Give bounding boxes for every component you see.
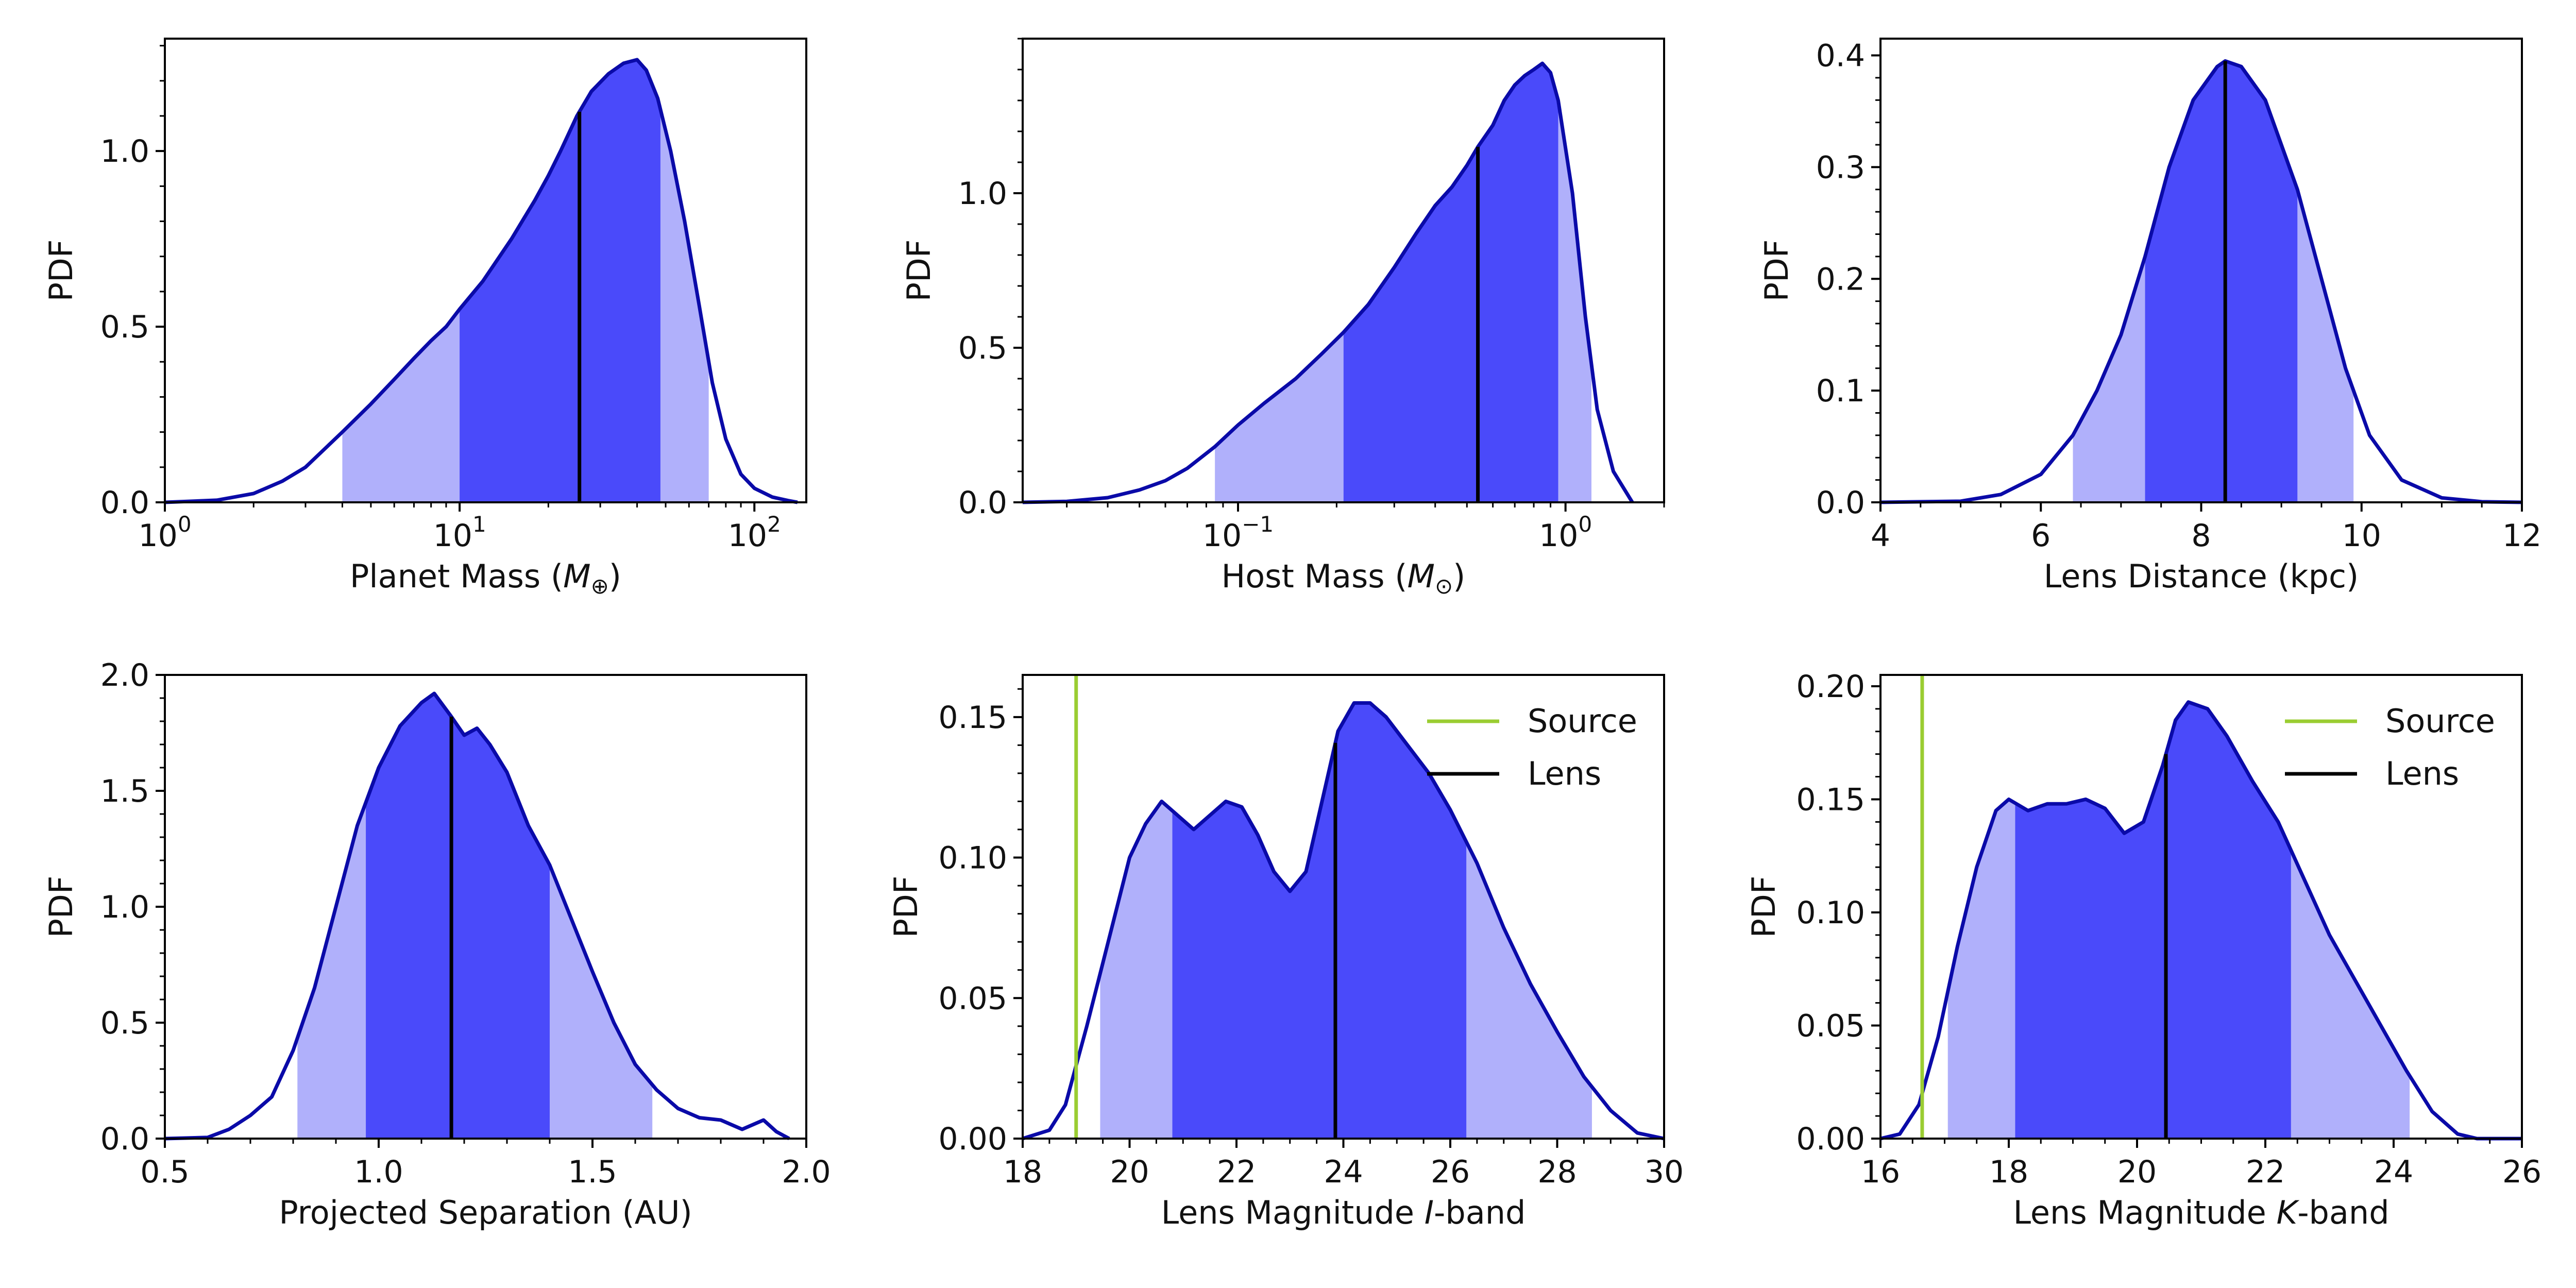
- x-tick-label: 4: [1871, 518, 1890, 554]
- x-axis-label: Projected Separation (AU): [279, 1194, 692, 1231]
- y-tick-label: 0.0: [100, 485, 149, 521]
- inner-interval-band: [1343, 63, 1558, 502]
- inner-interval-band: [2145, 61, 2298, 503]
- y-tick-label: 1.0: [958, 176, 1007, 212]
- y-tick-label: 0.00: [938, 1121, 1007, 1157]
- y-tick-label: 1.0: [100, 889, 149, 925]
- y-tick-label: 0.5: [958, 330, 1007, 366]
- x-tick-label: 0.5: [140, 1154, 189, 1190]
- y-tick-label: 0.5: [100, 1005, 149, 1041]
- x-tick-label: 18: [1003, 1154, 1042, 1190]
- y-tick-label: 0.10: [1796, 895, 1865, 931]
- chart-planet-mass: 0.0 0.5 1.0 100 101 102 Planet Mass (M⊕) PDF: [42, 38, 807, 599]
- x-tick-label: 100: [1539, 512, 1592, 554]
- y-tick-label: 0.1: [1816, 373, 1865, 409]
- x-tick-label: 20: [2117, 1154, 2157, 1190]
- pdf-curve: [1022, 61, 1634, 504]
- legend-label-lens: Lens: [2385, 755, 2459, 792]
- y-tick-label: 0.3: [1816, 149, 1865, 185]
- y-tick-label: 0.2: [1816, 261, 1865, 297]
- x-axis-label: Lens Magnitude K-band: [2013, 1194, 2389, 1231]
- pdf-curve: [164, 58, 798, 504]
- y-tick-label: 0.00: [1796, 1121, 1865, 1157]
- legend-label-source: Source: [1528, 702, 1637, 740]
- chart-lens-mag-k: 0.00 0.05 0.10 0.15 0.20 16 18 20 22 24 26 Lens Mag…: [1745, 669, 2541, 1231]
- inner-interval-band: [366, 693, 550, 1139]
- plot-frame: [164, 38, 807, 503]
- inner-interval-band: [2015, 702, 2291, 1139]
- y-axis-label: PDF: [42, 876, 80, 938]
- y-tick-label: 0.10: [938, 840, 1007, 876]
- y-tick-label: 2.0: [100, 657, 149, 693]
- y-tick-label: 0.05: [938, 980, 1007, 1016]
- x-tick-label: 1.5: [568, 1154, 617, 1190]
- x-tick-label: 18: [1989, 1154, 2028, 1190]
- y-axis-label: PDF: [900, 240, 938, 302]
- x-tick-label: 26: [1431, 1154, 1470, 1190]
- x-tick-label: 16: [1861, 1154, 1900, 1190]
- y-tick-label: 0.15: [1796, 782, 1865, 818]
- x-axis-label: Lens Magnitude I-band: [1161, 1194, 1526, 1231]
- x-tick-label: 8: [2191, 518, 2211, 554]
- x-tick-label: 22: [2246, 1154, 2285, 1190]
- x-tick-label: 24: [2374, 1154, 2413, 1190]
- x-tick-label: 10−1: [1202, 512, 1274, 554]
- y-tick-label: 0.4: [1816, 38, 1865, 74]
- y-tick-label: 1.0: [100, 133, 149, 170]
- y-tick-label: 0.0: [958, 485, 1007, 521]
- inner-interval-band: [460, 59, 660, 503]
- x-tick-label: 24: [1324, 1154, 1363, 1190]
- x-tick-label: 30: [1645, 1154, 1684, 1190]
- x-axis-label: Host Mass (M⊙): [1222, 557, 1466, 599]
- x-axis-label: Planet Mass (M⊕): [350, 557, 621, 599]
- x-tick-label: 6: [2031, 518, 2050, 554]
- y-tick-label: 0.20: [1796, 669, 1865, 705]
- pdf-curve: [1880, 700, 2522, 1141]
- pdf-curve: [1880, 59, 2522, 504]
- y-axis-label: PDF: [887, 876, 925, 938]
- pdf-curve: [164, 691, 790, 1141]
- y-tick-label: 0.0: [1816, 485, 1865, 521]
- inner-interval-band: [1172, 703, 1467, 1139]
- x-tick-label: 10: [2342, 518, 2381, 554]
- legend-label-source: Source: [2385, 702, 2495, 740]
- x-axis-label: Lens Distance (kpc): [2044, 557, 2359, 595]
- x-tick-label: 2.0: [782, 1154, 831, 1190]
- x-tick-label: 26: [2502, 1154, 2541, 1190]
- plot-frame: [1022, 38, 1665, 503]
- y-tick-label: 0.05: [1796, 1008, 1865, 1044]
- pdf-curve: [1022, 701, 1665, 1141]
- y-axis-label: PDF: [42, 240, 80, 302]
- x-tick-label: 22: [1217, 1154, 1256, 1190]
- x-tick-label: 101: [433, 512, 486, 554]
- chart-host-mass: 0.0 0.5 1.0 10−1 100 Host Mass (M⊙) PDF: [900, 38, 1665, 599]
- x-tick-label: 100: [138, 512, 191, 554]
- legend: Source Lens: [1427, 702, 1637, 792]
- x-tick-label: 12: [2502, 518, 2541, 554]
- x-tick-label: 28: [1537, 1154, 1577, 1190]
- x-tick-label: 20: [1110, 1154, 1149, 1190]
- legend-label-lens: Lens: [1528, 755, 1601, 792]
- y-tick-label: 0.15: [938, 700, 1007, 736]
- y-axis-label: PDF: [1758, 240, 1795, 302]
- y-axis-label: PDF: [1745, 876, 1783, 938]
- x-tick-label: 1.0: [354, 1154, 403, 1190]
- y-tick-label: 1.5: [100, 773, 149, 809]
- chart-lens-distance: 0.0 0.1 0.2 0.3 0.4 4 6 8 10 12 Lens Distance (kpc…: [1758, 38, 2541, 595]
- legend: Source Lens: [2285, 702, 2495, 792]
- y-tick-label: 0.0: [100, 1121, 149, 1157]
- x-tick-label: 102: [728, 512, 781, 554]
- y-tick-label: 0.5: [100, 309, 149, 345]
- chart-lens-mag-i: 0.00 0.05 0.10 0.15 18 20 22 24 26 28 30 Lens Magni…: [887, 674, 1684, 1231]
